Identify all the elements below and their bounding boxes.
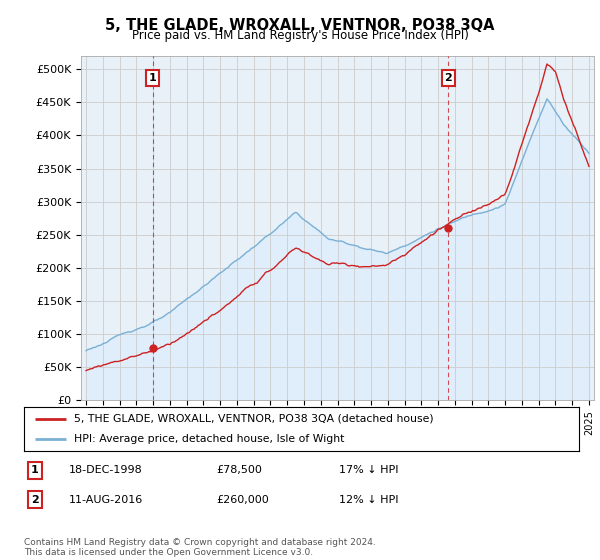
Text: 2: 2 [445, 73, 452, 83]
Text: Contains HM Land Registry data © Crown copyright and database right 2024.
This d: Contains HM Land Registry data © Crown c… [24, 538, 376, 557]
Text: £78,500: £78,500 [216, 465, 262, 475]
Text: 17% ↓ HPI: 17% ↓ HPI [339, 465, 398, 475]
Text: Price paid vs. HM Land Registry's House Price Index (HPI): Price paid vs. HM Land Registry's House … [131, 29, 469, 42]
Text: 1: 1 [149, 73, 157, 83]
Text: £260,000: £260,000 [216, 494, 269, 505]
Text: 18-DEC-1998: 18-DEC-1998 [69, 465, 143, 475]
Text: 12% ↓ HPI: 12% ↓ HPI [339, 494, 398, 505]
Text: 5, THE GLADE, WROXALL, VENTNOR, PO38 3QA: 5, THE GLADE, WROXALL, VENTNOR, PO38 3QA [105, 18, 495, 33]
Text: 11-AUG-2016: 11-AUG-2016 [69, 494, 143, 505]
Text: 2: 2 [31, 494, 38, 505]
Text: 1: 1 [31, 465, 38, 475]
Text: HPI: Average price, detached house, Isle of Wight: HPI: Average price, detached house, Isle… [74, 434, 344, 444]
Text: 5, THE GLADE, WROXALL, VENTNOR, PO38 3QA (detached house): 5, THE GLADE, WROXALL, VENTNOR, PO38 3QA… [74, 414, 434, 424]
